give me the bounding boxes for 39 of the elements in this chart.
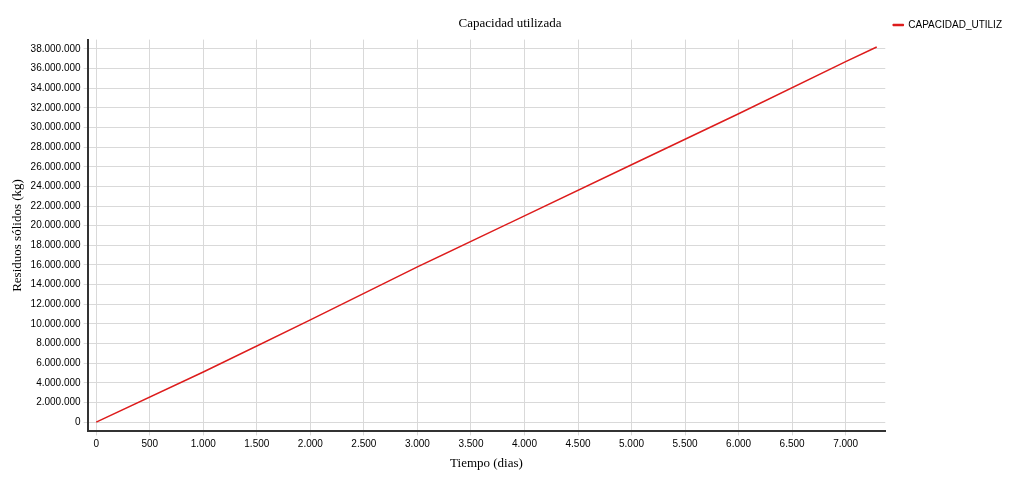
y-tick-label: 12.000.000 [30, 297, 82, 309]
x-tick-label: 1.000 [190, 438, 217, 450]
x-tick-label: 0 [93, 438, 100, 450]
x-tick-label: 4.500 [565, 438, 591, 450]
y-axis-title: Residuos sólidos (kg) [9, 179, 25, 292]
x-tick-label: 2.500 [351, 438, 377, 450]
y-tick-label: 6.000.000 [36, 356, 82, 368]
y-tick-label: 20.000.000 [30, 219, 82, 231]
y-tick-label: 2.000.000 [36, 396, 82, 408]
y-tick-label: 14.000.000 [30, 278, 82, 290]
x-tick-label: 1.500 [244, 438, 270, 450]
x-tick-label: 6.500 [779, 438, 806, 450]
y-tick-label: 22.000.000 [30, 199, 82, 211]
y-tick-label: 32.000.000 [30, 101, 82, 113]
x-tick-label: 500 [141, 438, 159, 450]
y-tick-label: 34.000.000 [30, 81, 82, 93]
y-tick-label: 10.000.000 [30, 317, 82, 329]
y-tick-label: 16.000.000 [30, 258, 82, 270]
x-tick-label: 3.000 [404, 438, 431, 450]
x-tick-label: 3.500 [458, 438, 484, 450]
x-axis-title: Tiempo (dias) [450, 454, 523, 470]
legend-label: CAPACIDAD_UTILIZ [908, 18, 1003, 30]
y-tick-label: 26.000.000 [30, 160, 82, 172]
y-tick-label: 8.000.000 [36, 337, 82, 349]
x-tick-label: 5.500 [672, 438, 699, 450]
y-tick-label: 24.000.000 [30, 180, 82, 192]
y-tick-label: 18.000.000 [30, 239, 82, 251]
y-tick-label: 30.000.000 [30, 121, 82, 133]
y-tick-label: 36.000.000 [30, 62, 82, 74]
y-tick-label: 38.000.000 [30, 42, 82, 54]
y-tick-label: 0 [75, 415, 82, 427]
x-tick-label: 5.000 [619, 438, 645, 450]
chart-title: Capacidad utilizada [458, 15, 562, 31]
x-tick-label: 6.000 [726, 438, 752, 450]
x-tick-label: 2.000 [297, 438, 324, 450]
x-tick-label: 7.000 [833, 438, 859, 450]
y-tick-label: 4.000.000 [36, 376, 82, 388]
y-tick-label: 28.000.000 [30, 140, 82, 152]
x-tick-label: 4.000 [511, 438, 538, 450]
